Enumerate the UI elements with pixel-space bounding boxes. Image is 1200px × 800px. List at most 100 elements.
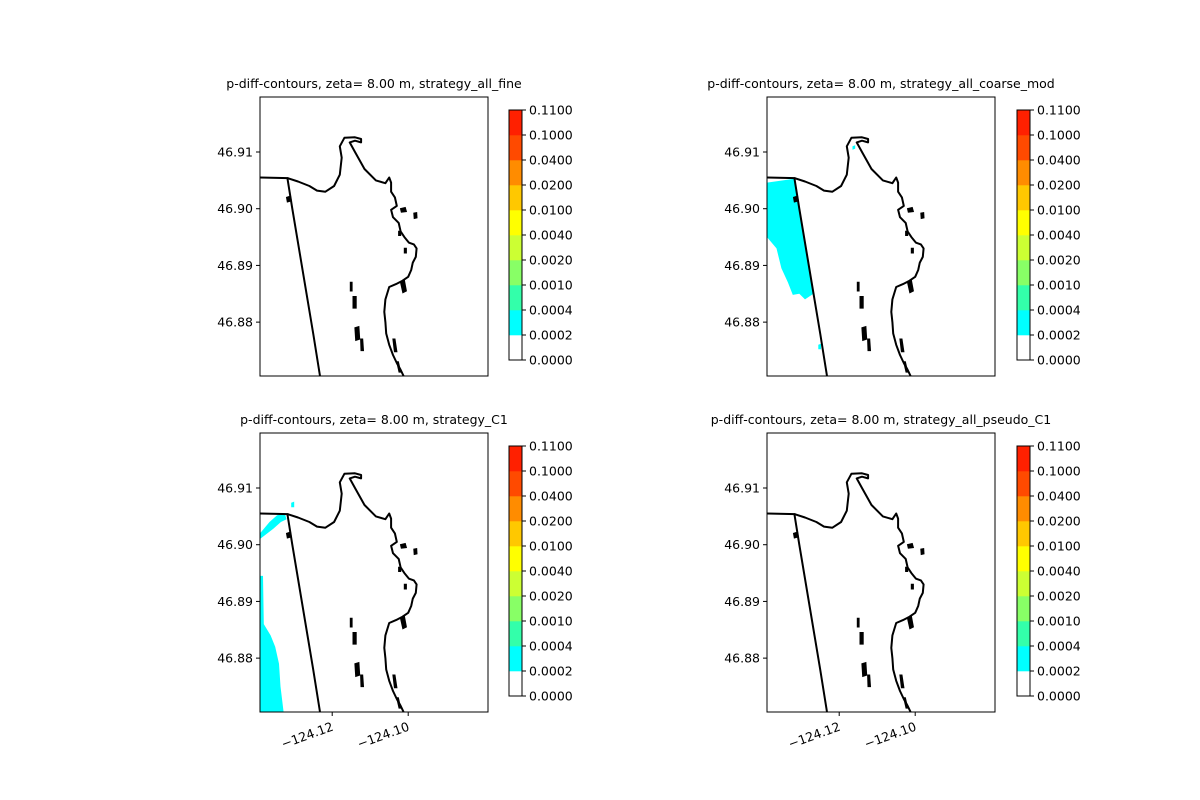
colorbar-tick-label: 0.0200 [1037,178,1081,193]
colorbar-segment [1017,185,1030,211]
island [906,542,915,549]
colorbar-segment [509,446,522,472]
island [413,547,418,556]
colorbar-tick-label: 0.1000 [1037,464,1081,479]
plot-area [767,472,925,712]
coastline-bay [794,472,925,712]
colorbar-tick-label: 0.0010 [529,278,573,293]
island [792,195,799,203]
colorbar-segment [509,335,522,361]
colorbar-tick-label: 0.1100 [529,439,573,454]
y-tick-label: 46.91 [724,145,760,160]
colorbar-tick-label: 0.1000 [529,464,573,479]
colorbar-segment [1017,621,1030,647]
colorbar-segment [509,496,522,522]
island [403,583,407,590]
island [285,531,292,539]
colorbar-segment [509,310,522,336]
y-tick-label: 46.89 [724,258,760,273]
colorbar-segment [509,571,522,597]
colorbar-tick-label: 0.0004 [1037,639,1081,654]
axes-frame [259,432,489,713]
colorbar-segment [1017,135,1030,161]
subplot-1: p-diff-contours, zeta= 8.00 m, strategy_… [217,76,573,377]
colorbar-tick-label: 0.0010 [1037,278,1081,293]
colorbar: 0.0000 0.0002 0.0004 0.0010 0.0020 0.0040 0.01… [508,439,573,704]
colorbar-tick-label: 0.0002 [1037,328,1081,343]
contour-region [852,145,856,150]
coastline-outer [260,512,321,712]
y-tick-label: 46.90 [724,537,760,552]
colorbar-segment [1017,496,1030,522]
island [352,296,357,309]
colorbar-tick-label: 0.0100 [529,539,573,554]
colorbar-segment [509,260,522,286]
colorbar-tick-label: 0.1100 [1037,103,1081,118]
colorbar-tick-label: 0.0200 [529,514,573,529]
colorbar-segment [509,596,522,622]
subplot-title: p-diff-contours, zeta= 8.00 m, strategy_… [711,412,1052,427]
colorbar-tick-label: 0.0000 [1037,689,1081,704]
island [398,566,402,572]
colorbar-segment [1017,260,1030,286]
island [349,617,353,628]
island [392,338,398,353]
island [792,531,799,539]
colorbar: 0.0000 0.0002 0.0004 0.0010 0.0020 0.0040 0.01… [508,103,573,368]
colorbar-tick-label: 0.0020 [529,589,573,604]
colorbar-tick-label: 0.0010 [529,614,573,629]
island [413,211,418,220]
colorbar-tick-label: 0.0000 [529,689,573,704]
coastline-bay [794,136,925,376]
y-tick-label: 46.88 [217,651,253,666]
colorbar-tick-label: 0.0002 [529,664,573,679]
colorbar-segment [509,285,522,311]
island [867,674,872,688]
island [403,247,407,254]
colorbar-segment [1017,596,1030,622]
y-tick-label: 46.91 [217,145,253,160]
colorbar-tick-label: 0.0040 [1037,564,1081,579]
y-tick-label: 46.91 [217,481,253,496]
island [867,338,872,352]
subplot-title: p-diff-contours, zeta= 8.00 m, strategy_… [226,76,522,91]
colorbar-tick-label: 0.0000 [529,353,573,368]
coastline-outer [260,176,321,376]
colorbar-segment [1017,110,1030,136]
y-tick-label: 46.88 [217,315,253,330]
colorbar-tick-label: 0.0004 [529,303,573,318]
island [899,674,905,689]
colorbar-tick-label: 0.0020 [1037,253,1081,268]
colorbar-segment [1017,646,1030,672]
colorbar-tick-label: 0.0010 [1037,614,1081,629]
colorbar-segment [1017,335,1030,361]
island [399,615,407,630]
colorbar-tick-label: 0.0400 [529,489,573,504]
island [360,338,365,352]
colorbar-segment [1017,546,1030,572]
colorbar-tick-label: 0.1100 [529,103,573,118]
colorbar-tick-label: 0.0000 [1037,353,1081,368]
colorbar-tick-label: 0.0002 [529,328,573,343]
island [399,279,407,294]
y-tick-label: 46.90 [217,537,253,552]
island [399,206,408,213]
colorbar-tick-label: 0.0100 [1037,539,1081,554]
coastline-outer [767,176,828,376]
colorbar-segment [509,671,522,697]
island [396,361,402,373]
island [903,361,909,373]
island [360,674,365,688]
island [856,617,860,628]
island [920,211,925,220]
axes-frame [766,432,996,713]
colorbar-segment [1017,521,1030,547]
contour-region [260,513,287,539]
coastline-bay [287,472,418,712]
colorbar-segment [509,646,522,672]
island [285,195,292,203]
island [861,325,868,342]
colorbar-segment [509,210,522,236]
island [910,247,914,254]
